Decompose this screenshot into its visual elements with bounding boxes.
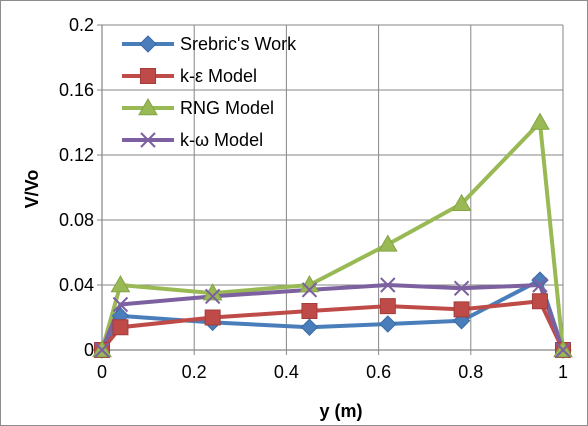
legend-marker (140, 132, 156, 148)
data-point (531, 293, 548, 310)
x-tick-label: 0 (97, 362, 107, 382)
x-tick-label: 1 (558, 362, 568, 382)
data-point (110, 274, 131, 293)
marker-stroke (301, 282, 318, 298)
y-axis-title: V/Vo (22, 170, 42, 209)
x-tick-label: 0.6 (366, 362, 391, 382)
data-point (451, 193, 472, 211)
y-tick-label: 0.08 (59, 210, 94, 230)
legend: Srebric's Work k-ε Model RNG Model k-ω Mode… (122, 34, 297, 150)
tick-labels: 0 0.2 0.4 0.6 0.8 1 0 0.04 0.08 0.12 0.16 0.2 (59, 15, 568, 382)
legend-item: k-ε Model (122, 66, 257, 86)
legend-label: k-ω Model (180, 130, 263, 150)
data-point (379, 298, 396, 315)
marker-stroke (555, 342, 571, 358)
legend-marker (139, 35, 157, 53)
legend-marker (138, 97, 158, 116)
series-line (100, 299, 565, 352)
data-point (204, 309, 221, 326)
data-point (530, 112, 550, 130)
marker-stroke (453, 280, 470, 296)
data-point (204, 288, 221, 305)
legend-marker (140, 68, 156, 84)
x-tick-label: 0.8 (458, 362, 483, 382)
marker-stroke (112, 296, 129, 313)
markers (92, 112, 573, 359)
y-tick-label: 0 (84, 340, 94, 360)
data-point (453, 301, 470, 318)
marker-stroke (532, 277, 548, 293)
y-tick-label: 0.12 (59, 145, 94, 165)
data-point (299, 274, 320, 293)
series-line (100, 120, 565, 351)
legend-label: RNG Model (180, 98, 274, 118)
marker-stroke (94, 342, 110, 358)
legend-item: Srebric's Work (122, 34, 297, 54)
data-point (301, 303, 318, 319)
data-point (532, 277, 548, 293)
data-point (112, 319, 129, 336)
x-tick-label: 0.4 (274, 362, 299, 382)
data-point (555, 342, 571, 358)
y-tick-label: 0.04 (59, 275, 94, 295)
data-point (94, 342, 110, 358)
data-point (112, 296, 129, 313)
legend-label: Srebric's Work (180, 34, 297, 54)
data-point (301, 282, 318, 298)
data-point (453, 280, 470, 296)
data-point (379, 315, 397, 333)
marker-stroke (380, 277, 396, 293)
y-tick-label: 0.16 (59, 80, 94, 100)
data-point (377, 234, 398, 252)
series-line (100, 283, 565, 351)
y-tick-label: 0.2 (69, 15, 94, 35)
legend-label: k-ε Model (180, 66, 257, 86)
data-point (300, 318, 319, 336)
legend-item: k-ω Model (122, 130, 263, 150)
x-tick-label: 0.2 (182, 362, 207, 382)
legend-item: RNG Model (122, 97, 274, 118)
data-point (380, 277, 396, 293)
data-point (531, 271, 549, 289)
marker-stroke (140, 132, 156, 148)
marker-stroke (204, 288, 221, 305)
x-axis-title: y (m) (319, 401, 362, 421)
series-layer (100, 120, 565, 352)
